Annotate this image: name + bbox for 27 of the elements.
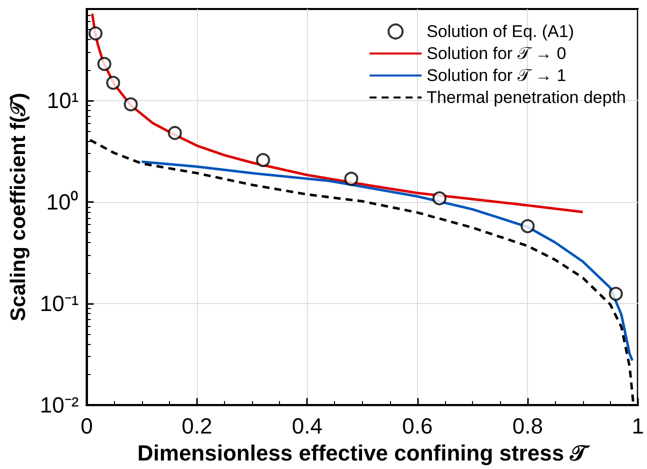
- y-axis-title: Scaling coefficient f(𝒯): [7, 92, 30, 322]
- point: [168, 126, 182, 140]
- legend-label: Solution for 𝒯 → 1: [426, 66, 566, 85]
- point: [520, 219, 535, 234]
- x-tick-label: 0.6: [402, 414, 433, 439]
- y-tick-label: 10⁻¹: [40, 291, 79, 316]
- x-tick-label: 0.8: [512, 414, 543, 439]
- x-tick-label: 0.4: [292, 414, 322, 439]
- legend-label: Solution for 𝒯 → 0: [426, 44, 566, 63]
- x-tick-label: 0: [80, 414, 93, 439]
- y-tick-label: 10¹: [46, 88, 79, 114]
- point: [124, 97, 138, 112]
- legend-label: Solution of Eq. (A1): [426, 22, 574, 41]
- point: [97, 56, 112, 71]
- point: [106, 76, 120, 90]
- x-tick-label: 1: [632, 414, 644, 439]
- y-tick-label: 10⁻²: [40, 392, 79, 418]
- x-tick-label: 0.2: [182, 414, 212, 439]
- x-axis-title: Dimensionless effective confining stress 𝒯: [137, 440, 590, 466]
- point: [88, 26, 103, 40]
- point: [344, 172, 358, 186]
- legend-label: Thermal penetration depth: [426, 88, 626, 107]
- point: [432, 191, 446, 206]
- point: [608, 286, 623, 301]
- line-series: [140, 160, 634, 362]
- point: [256, 153, 270, 168]
- y-tick-label: 10⁰: [46, 190, 79, 215]
